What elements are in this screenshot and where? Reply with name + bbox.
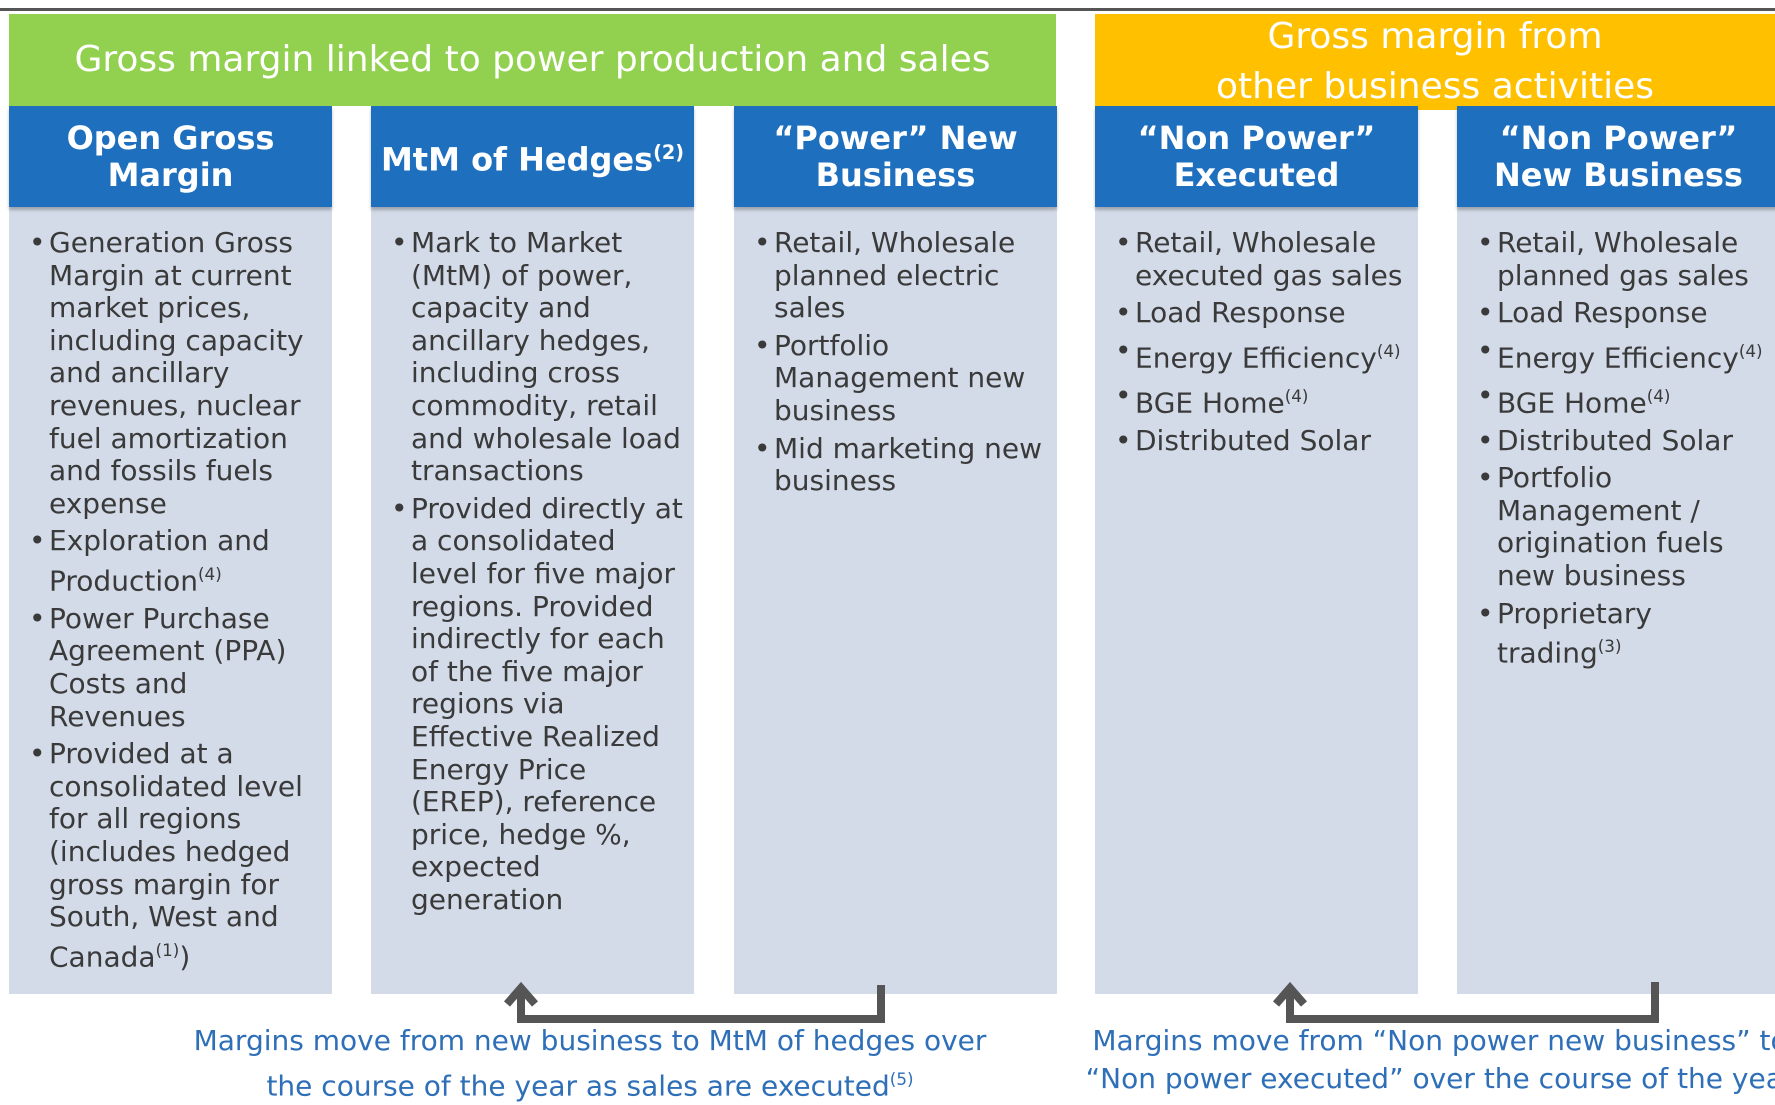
- caption-line: Margins move from new business to MtM of…: [194, 1022, 987, 1060]
- bullet-text: BGE Home: [1135, 386, 1285, 420]
- bullet: Distributed Solar: [1477, 423, 1770, 458]
- caption-line: Margins move from “Non power new busines…: [1086, 1022, 1775, 1060]
- header-title: Open Gross Margin: [66, 118, 275, 194]
- bullet: Power Purchase Agreement (PPA) Costs and…: [29, 601, 322, 733]
- bullet: Portfolio Management / origination fuels…: [1477, 461, 1770, 592]
- bullet-text: Retail, Wholesale planned gas sales: [1497, 226, 1749, 292]
- top-rule: [0, 8, 1775, 11]
- footnote-ref: (4): [1738, 340, 1763, 361]
- column-body: Retail, Wholesale planned gas sales Load …: [1457, 207, 1775, 994]
- bullet: Load Response: [1477, 296, 1770, 330]
- column-header: “Power” New Business: [734, 106, 1057, 207]
- footnote-ref: (4): [1284, 385, 1309, 406]
- caption-text: “Non power executed” over the course of …: [1085, 1062, 1775, 1095]
- bullet: Generation Gross Margin at current marke…: [29, 226, 322, 520]
- column: “Power” New Business Retail, Wholesale pl…: [734, 106, 1057, 994]
- caption-text: Margins move from new business to MtM of…: [193, 1024, 987, 1057]
- bullet: Energy Efficiency(4): [1477, 335, 1770, 375]
- arrow-right: [1272, 981, 1659, 1023]
- footnote-ref: (4): [1376, 340, 1401, 361]
- bullet-text: Mark to Market (MtM) of power, capacity …: [411, 226, 681, 488]
- banner-other: Gross margin from other business activit…: [1095, 14, 1775, 110]
- footnote-ref: (1): [155, 939, 180, 960]
- bullet-text: Energy Efficiency: [1135, 341, 1377, 375]
- bullet-text: Provided at a consolidated level for all…: [49, 737, 303, 974]
- column-header: Open Gross Margin: [9, 106, 332, 207]
- bullet-text: Energy Efficiency: [1497, 341, 1739, 375]
- bullet: Retail, Wholesale executed gas sales: [1115, 226, 1408, 292]
- caption: Margins move from new business to MtM of…: [194, 1022, 987, 1105]
- column-header: “Non Power” Executed: [1095, 106, 1418, 207]
- bullet-text: Distributed Solar: [1497, 423, 1733, 457]
- bullet: BGE Home(4): [1115, 380, 1408, 420]
- caption-text: the course of the year as sales are exec…: [266, 1069, 890, 1103]
- column: “Non Power” New Business Retail, Wholesal…: [1457, 106, 1775, 994]
- header-title: “Power” New Business: [773, 118, 1018, 194]
- footnote-ref: (4): [197, 563, 222, 584]
- bullet: Mark to Market (MtM) of power, capacity …: [391, 226, 684, 488]
- column: Open Gross Margin Generation Gross Margin…: [9, 106, 332, 994]
- bullet: Exploration and Production(4): [29, 525, 322, 598]
- header-text: MtM of Hedges(2): [381, 134, 684, 179]
- header-text: “Non Power” Executed: [1095, 118, 1418, 194]
- column: “Non Power” Executed Retail, Wholesale ex…: [1095, 106, 1418, 994]
- caption-text: Margins move from “Non power new busines…: [1092, 1024, 1775, 1057]
- column: MtM of Hedges(2) Mark to Market (MtM) of …: [371, 106, 694, 994]
- bullet-text: Exploration and Production: [49, 524, 270, 598]
- header-title: “Non Power” New Business: [1494, 118, 1743, 194]
- header-title: “Non Power” Executed: [1137, 118, 1376, 194]
- banner-line: Gross margin from: [1267, 16, 1603, 57]
- caption-line: “Non power executed” over the course of …: [1086, 1060, 1775, 1098]
- column-header: MtM of Hedges(2): [371, 106, 694, 207]
- header-text: “Non Power” New Business: [1457, 118, 1775, 194]
- bullet-text: ): [179, 940, 191, 974]
- bullet: Retail, Wholesale planned gas sales: [1477, 226, 1770, 292]
- bullet: Mid marketing new business: [754, 431, 1047, 498]
- bullet-text: Proprietary trading: [1497, 596, 1652, 670]
- bullet-text: Retail, Wholesale executed gas sales: [1135, 226, 1403, 292]
- column-body: Retail, Wholesale planned electric sales…: [734, 207, 1057, 994]
- bullet-text: Portfolio Management / origination fuels…: [1497, 461, 1724, 592]
- header-text: “Power” New Business: [734, 118, 1057, 194]
- bullet: Load Response: [1115, 296, 1408, 330]
- bullet: Proprietary trading(3): [1477, 596, 1770, 671]
- header-text: Open Gross Margin: [9, 118, 332, 194]
- bullet: Retail, Wholesale planned electric sales: [754, 226, 1047, 325]
- bullet-text: Generation Gross Margin at current marke…: [49, 226, 304, 520]
- bullet: Energy Efficiency(4): [1115, 335, 1408, 375]
- column-body: Generation Gross Margin at current marke…: [9, 207, 332, 994]
- bullet: Distributed Solar: [1115, 423, 1408, 458]
- bullet-text: Load Response: [1135, 296, 1346, 330]
- header-title: MtM of Hedges: [380, 140, 654, 179]
- bullet: Provided at a consolidated level for all…: [29, 737, 322, 974]
- footnote-ref: (5): [889, 1069, 914, 1089]
- bullet-text: Provided directly at a consolidated leve…: [411, 491, 683, 916]
- bullet-text: BGE Home: [1497, 386, 1647, 420]
- bullet-text: Mid marketing new business: [774, 431, 1043, 498]
- footnote-ref: (2): [653, 141, 685, 165]
- banner-line: other business activities: [1216, 66, 1654, 107]
- bullet: BGE Home(4): [1477, 380, 1770, 420]
- bullet: Portfolio Management new business: [754, 328, 1047, 428]
- footnote-ref: (3): [1597, 636, 1622, 657]
- arrow-left: [503, 981, 885, 1023]
- bullet: Provided directly at a consolidated leve…: [391, 491, 684, 917]
- caption-line: the course of the year as sales are exec…: [194, 1060, 987, 1105]
- footnote-ref: (4): [1646, 385, 1671, 406]
- column-body: Mark to Market (MtM) of power, capacity …: [371, 207, 694, 994]
- banner-power: Gross margin linked to power production …: [9, 14, 1056, 106]
- column-header: “Non Power” New Business: [1457, 106, 1775, 207]
- bullet-text: Retail, Wholesale planned electric sales: [774, 226, 1016, 325]
- bullet-text: Distributed Solar: [1135, 423, 1371, 457]
- caption: Margins move from “Non power new busines…: [1086, 1022, 1775, 1098]
- column-body: Retail, Wholesale executed gas sales Load…: [1095, 207, 1418, 994]
- bullet-text: Load Response: [1497, 296, 1708, 330]
- bullet-text: Portfolio Management new business: [774, 328, 1026, 427]
- bullet-text: Power Purchase Agreement (PPA) Costs and…: [49, 601, 287, 733]
